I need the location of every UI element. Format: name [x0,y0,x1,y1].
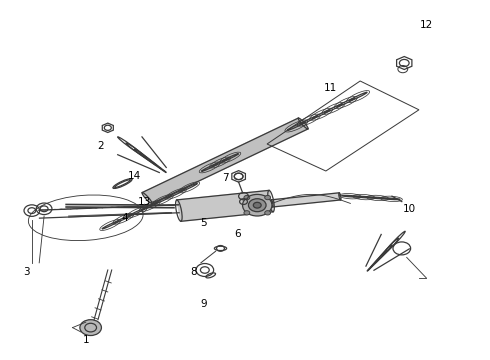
Text: 12: 12 [419,20,433,30]
Text: 5: 5 [200,218,207,228]
Circle shape [248,199,266,212]
Text: 8: 8 [190,267,197,277]
Text: 14: 14 [128,171,142,181]
Text: 2: 2 [97,141,104,151]
Text: 1: 1 [82,335,89,345]
Polygon shape [142,118,308,203]
Text: 3: 3 [24,267,30,277]
Polygon shape [177,190,273,221]
Text: 13: 13 [138,197,151,207]
Circle shape [243,194,272,216]
Circle shape [244,211,250,215]
Polygon shape [271,193,341,207]
Text: 11: 11 [324,83,338,93]
Text: 7: 7 [222,173,229,183]
Circle shape [265,195,270,200]
Text: 6: 6 [234,229,241,239]
Circle shape [265,211,270,215]
Text: 10: 10 [403,204,416,214]
Circle shape [244,195,250,200]
Text: 4: 4 [122,213,128,223]
Text: 9: 9 [200,299,207,309]
Circle shape [80,320,101,336]
Circle shape [253,202,261,208]
